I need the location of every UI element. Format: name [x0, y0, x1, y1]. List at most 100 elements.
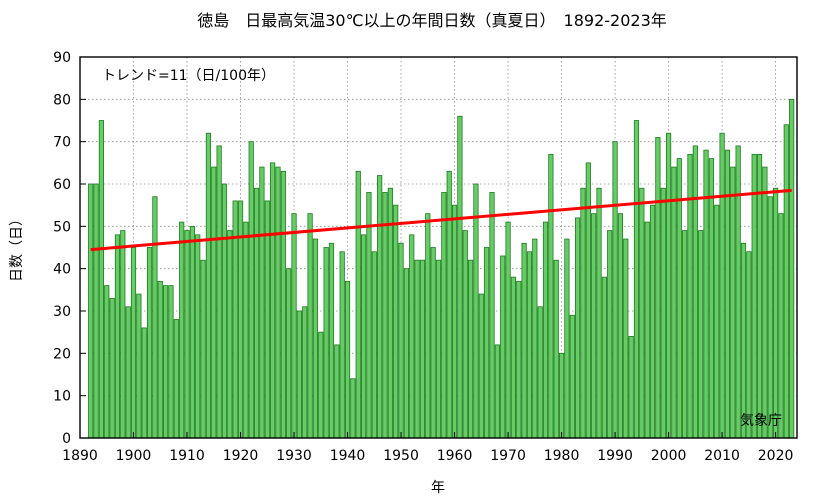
bar-1976 — [537, 306, 543, 439]
bar-1933 — [307, 213, 313, 439]
bar-2022 — [783, 124, 789, 439]
bar-1908 — [173, 319, 179, 439]
bar-2020 — [773, 187, 779, 439]
bar-2010 — [719, 132, 725, 439]
x-axis-ticks: 1890 1900 1910 1920 1930 1940 1950 1960 1970 1980… — [62, 432, 793, 464]
bar-1958 — [441, 192, 447, 439]
bar-1942 — [355, 170, 361, 439]
x-tick-label: 1970 — [490, 448, 526, 464]
bar-1950 — [398, 242, 404, 439]
bar-1929 — [286, 268, 292, 439]
bar-1901 — [136, 293, 142, 439]
bar-2013 — [735, 145, 741, 439]
bar-1993 — [628, 335, 634, 439]
bar-1905 — [157, 280, 163, 439]
bar-2017 — [756, 153, 763, 439]
bar-1943 — [360, 234, 367, 439]
bar-1972 — [516, 280, 522, 439]
bar-1911 — [189, 225, 195, 439]
bar-1982 — [569, 314, 575, 439]
bar-1991 — [617, 213, 624, 439]
bar-1969 — [500, 255, 506, 439]
y-axis-label: 日数（日） — [9, 212, 25, 282]
bar-1963 — [468, 259, 474, 439]
bar-1995 — [639, 187, 645, 439]
bar-1990 — [612, 141, 618, 439]
x-tick-label: 1900 — [116, 448, 152, 464]
bar-1904 — [152, 196, 158, 439]
bar-1966 — [484, 247, 490, 439]
bar-1988 — [601, 276, 607, 439]
bar-1996 — [644, 221, 650, 439]
bar-1923 — [253, 187, 260, 439]
bar-1894 — [98, 120, 104, 439]
bar-1913 — [200, 259, 206, 439]
bar-1977 — [542, 221, 549, 439]
y-tick-label: 80 — [53, 92, 71, 108]
bar-1898 — [120, 230, 126, 439]
bar-1897 — [114, 234, 121, 439]
bar-1925 — [264, 200, 270, 439]
bar-1921 — [243, 221, 249, 439]
bar-1971 — [510, 276, 517, 439]
y-tick-label: 50 — [53, 219, 71, 235]
bar-1983 — [575, 217, 581, 439]
bar-2006 — [698, 230, 704, 439]
bar-1994 — [633, 120, 640, 439]
bar-1984 — [580, 187, 586, 439]
y-axis-ticks: 0 10 20 30 40 50 60 70 80 90 — [53, 50, 86, 447]
bar-1953 — [414, 259, 420, 439]
bar-1924 — [259, 166, 265, 439]
bar-2014 — [740, 242, 747, 439]
bar-1945 — [371, 251, 377, 439]
x-tick-label: 2020 — [758, 448, 794, 464]
bar-1932 — [302, 306, 308, 439]
bar-1928 — [280, 170, 286, 439]
bar-1947 — [382, 192, 388, 439]
plot-frame — [79, 56, 798, 439]
bar-1979 — [553, 259, 559, 439]
bar-2001 — [671, 166, 677, 439]
bar-1949 — [393, 204, 399, 439]
y-tick-label: 20 — [53, 346, 71, 362]
bar-1892 — [88, 183, 94, 439]
bar-1965 — [478, 293, 484, 439]
bar-1946 — [377, 175, 383, 439]
x-tick-label: 1990 — [597, 448, 633, 464]
bar-1962 — [462, 230, 468, 439]
bar-1975 — [532, 238, 538, 439]
bar-1912 — [195, 234, 201, 439]
bar-1906 — [163, 285, 169, 439]
bar-2009 — [714, 204, 720, 439]
x-tick-label: 2010 — [704, 448, 740, 464]
bar-1954 — [419, 259, 426, 439]
bar-1992 — [623, 238, 629, 439]
bar-2023 — [789, 98, 795, 439]
bar-1931 — [296, 310, 302, 439]
x-tick-label: 1890 — [62, 448, 98, 464]
bar-2004 — [687, 153, 693, 439]
x-tick-label: 2000 — [651, 448, 687, 464]
bar-1955 — [425, 213, 431, 439]
x-tick-label: 1940 — [330, 448, 366, 464]
bar-2021 — [778, 213, 784, 439]
bar-1951 — [403, 268, 409, 439]
bar-1944 — [366, 192, 372, 439]
bar-2012 — [730, 166, 736, 439]
bar-1938 — [334, 344, 340, 439]
x-tick-label: 1920 — [223, 448, 259, 464]
chart-title: 徳島 日最高気温30℃以上の年間日数（真夏日） 1892-2023年 — [197, 11, 667, 30]
bar-2005 — [692, 145, 698, 439]
bar-1893 — [93, 183, 99, 439]
bar-1915 — [211, 166, 217, 439]
bars — [88, 98, 795, 439]
bar-1926 — [270, 162, 276, 439]
y-tick-label: 70 — [53, 135, 71, 151]
bar-1896 — [109, 297, 115, 439]
y-tick-label: 0 — [62, 431, 71, 447]
bar-1961 — [457, 115, 463, 439]
y-tick-label: 30 — [53, 304, 71, 320]
bar-1907 — [168, 285, 174, 439]
bar-1959 — [446, 170, 452, 439]
